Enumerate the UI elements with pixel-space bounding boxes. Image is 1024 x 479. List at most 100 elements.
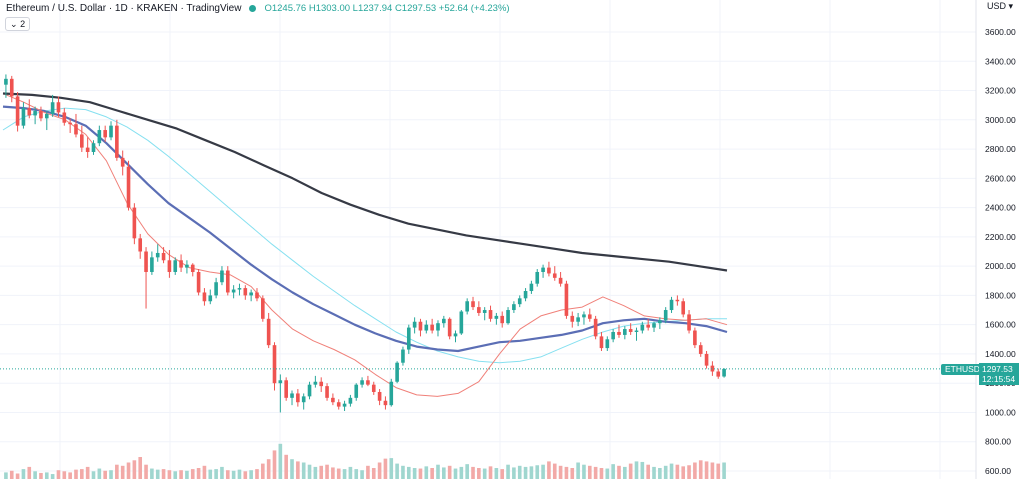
indicators-toggle-button[interactable]: ⌄ 2 — [5, 17, 31, 31]
candle-body — [722, 368, 726, 377]
candle-body — [698, 345, 703, 354]
open-value: O1245.76 — [264, 3, 307, 14]
volume-bar — [424, 466, 429, 479]
candle-body — [494, 315, 499, 319]
volume-bar — [33, 471, 37, 479]
price-tick-label: 3200.00 — [985, 86, 1016, 96]
candle-body — [628, 329, 633, 332]
volume-bar — [576, 462, 580, 479]
candle-body — [570, 315, 575, 322]
price-scale[interactable]: 3600.00 3400.00 3200.00 3000.00 2800.00 2600.… — [985, 27, 1016, 476]
candle-body — [482, 310, 487, 313]
candle-body — [243, 288, 248, 296]
candle-body — [278, 380, 283, 384]
volume-bar — [342, 469, 347, 479]
candle-body — [371, 384, 376, 392]
price-tick-label: 2000.00 — [985, 261, 1016, 271]
candle-body — [406, 327, 411, 350]
volume-bar — [313, 466, 318, 479]
candle-body — [593, 318, 598, 337]
volume-bar — [693, 462, 697, 479]
price-tick-label: 3600.00 — [985, 27, 1016, 37]
volume-bar — [190, 469, 195, 479]
volume-bar — [225, 470, 230, 479]
candle-body — [465, 301, 469, 312]
candle-body — [132, 207, 137, 239]
candle-body — [237, 288, 242, 290]
volume-bar — [681, 466, 686, 479]
candle-body — [27, 108, 32, 116]
volume-bar — [541, 464, 545, 479]
candle-body — [56, 102, 61, 113]
volume-bar — [371, 468, 376, 479]
volume-bar — [173, 471, 178, 479]
volume-bar — [360, 470, 364, 479]
candle-body — [342, 403, 347, 407]
volume-bar — [39, 472, 43, 479]
volume-bar — [150, 468, 154, 479]
volume-bar — [15, 473, 20, 479]
volume-bar — [675, 464, 680, 479]
volume-bar — [517, 465, 522, 479]
ma200-line — [2, 92, 728, 272]
volume-bar — [447, 465, 452, 479]
volume-bar — [465, 464, 469, 479]
price-tick-label: 1600.00 — [985, 320, 1016, 330]
candle-body — [687, 314, 691, 331]
candle-body — [202, 292, 207, 302]
volume-bar — [290, 459, 294, 479]
candle-body — [488, 310, 493, 319]
candle-body — [500, 315, 505, 324]
candle-body — [44, 113, 49, 119]
candle-body — [249, 292, 253, 296]
volume-bar — [103, 470, 107, 479]
change-value: +52.64 (+4.23%) — [438, 3, 510, 14]
volume-bar — [155, 469, 160, 479]
candle-body — [383, 400, 388, 406]
candle-body — [523, 291, 528, 299]
candle-body — [681, 301, 686, 315]
volume-bar — [4, 472, 8, 479]
volume-bar — [97, 468, 102, 479]
candle-body — [68, 122, 72, 125]
candle-body — [301, 396, 306, 403]
candle-body — [658, 320, 662, 324]
volume-bar — [348, 466, 353, 479]
candle-body — [623, 329, 627, 335]
currency-label[interactable]: USD ▾ — [987, 1, 1013, 12]
volume-bar — [115, 464, 119, 479]
candle-body — [401, 349, 405, 363]
candle-body — [50, 102, 55, 114]
candle-body — [74, 124, 78, 135]
volume-bar — [331, 467, 335, 479]
candle-body — [640, 324, 645, 331]
candle-body — [109, 125, 113, 138]
price-tick-label: 600.00 — [985, 466, 1011, 476]
candle-body — [430, 324, 434, 331]
volume-bar — [698, 460, 703, 479]
candle-body — [710, 365, 715, 372]
volume-bar — [144, 464, 148, 479]
candle-body — [138, 238, 143, 252]
symbol-title[interactable]: Ethereum / U.S. Dollar · 1D · KRAKEN · T… — [6, 3, 242, 14]
volume-bar — [593, 466, 598, 479]
volume-bar — [237, 469, 242, 479]
candle-body — [115, 125, 119, 158]
volume-bar — [167, 470, 172, 479]
candle-body — [39, 111, 43, 119]
candle-body — [611, 331, 615, 340]
volume-bar — [80, 469, 84, 479]
price-tick-label: 1400.00 — [985, 349, 1016, 359]
volume-bar — [307, 464, 312, 479]
candle-body — [634, 330, 639, 332]
candle-body — [296, 393, 300, 403]
indicators-count: 2 — [20, 19, 26, 29]
candle-body — [331, 397, 335, 403]
volume-bar — [179, 470, 183, 479]
candle-body — [225, 270, 230, 293]
volume-bar — [488, 466, 493, 479]
candle-body — [161, 252, 166, 261]
volume-bar — [663, 465, 668, 479]
candle-body — [15, 96, 20, 126]
